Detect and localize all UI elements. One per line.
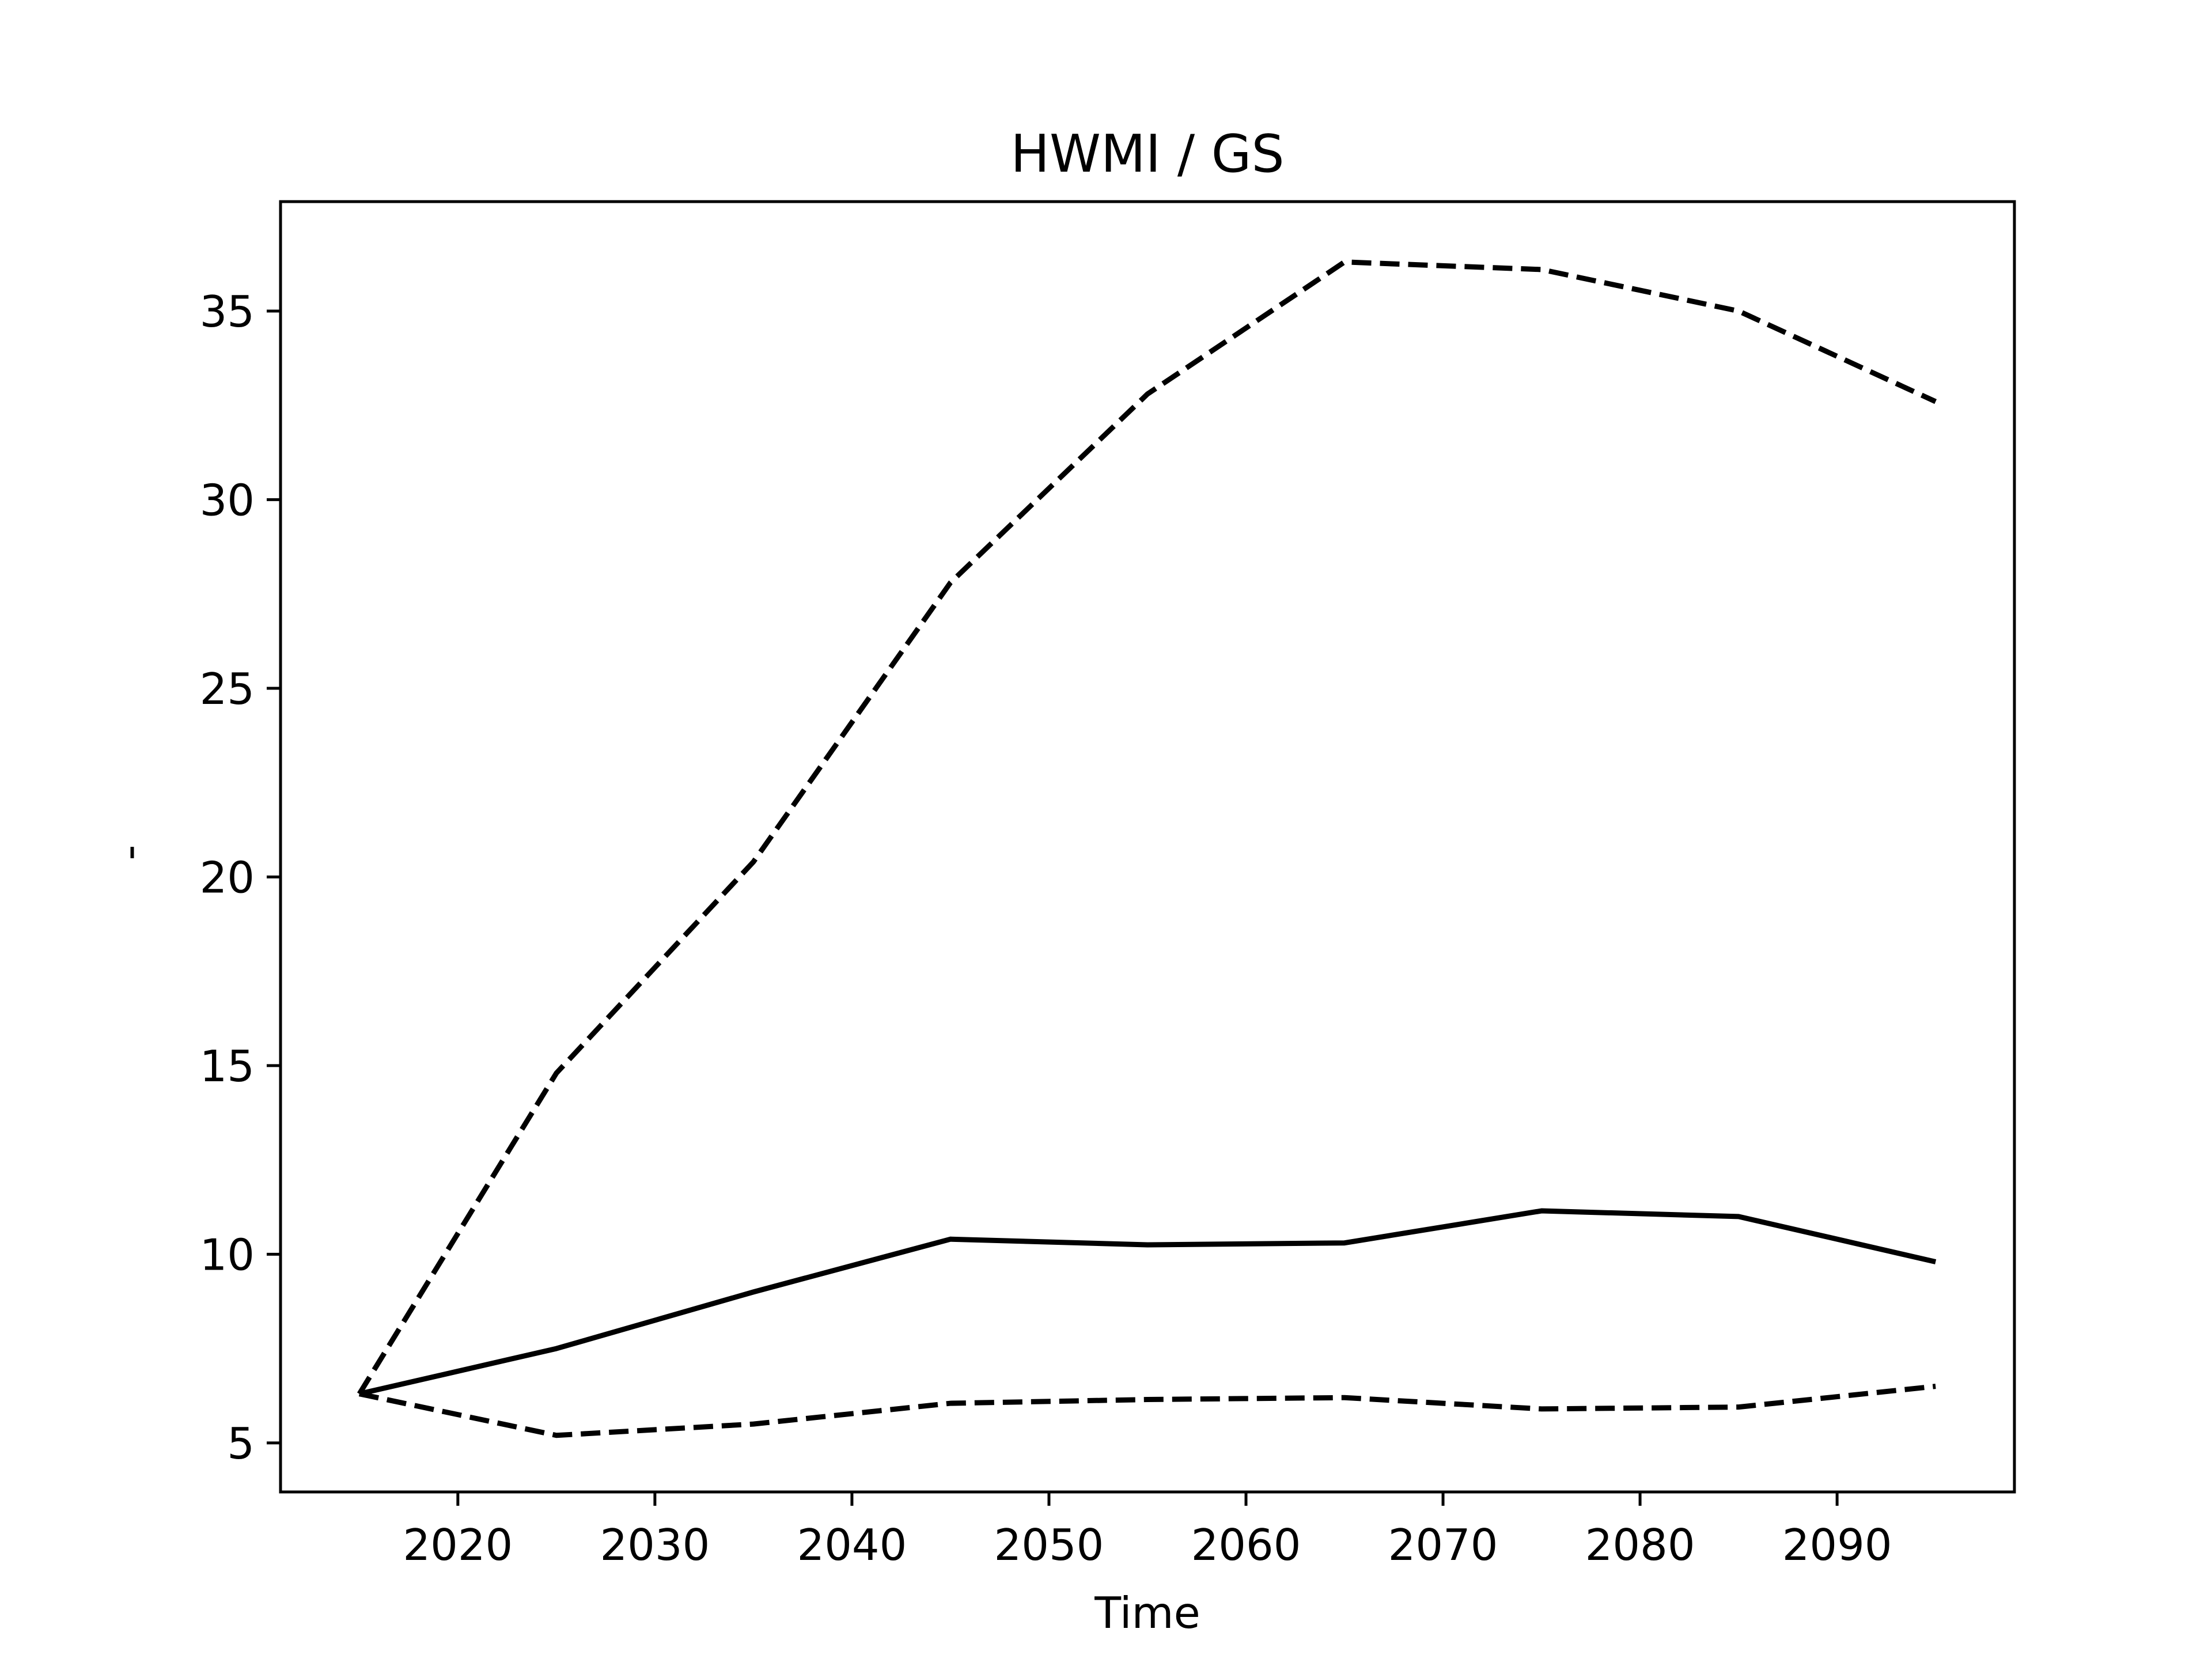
y-tick-label: 30 [200, 475, 255, 525]
x-tick-label: 2020 [403, 1520, 513, 1570]
x-tick-label: 2060 [1191, 1520, 1301, 1570]
y-tick-label: 20 [200, 852, 255, 903]
series-lines [357, 259, 1937, 1438]
x-tick-label: 2090 [1782, 1520, 1892, 1570]
series-line-dashed-2 [358, 1384, 1936, 1438]
x-tick-label: 2050 [994, 1520, 1104, 1570]
series-line-solid-0 [358, 1208, 1937, 1397]
x-tick-label: 2040 [797, 1520, 907, 1570]
y-axis-ticks: 5 10 15 20 25 30 35 [200, 286, 281, 1469]
plot-area-frame [279, 200, 2016, 1494]
x-tick-label: 2070 [1388, 1520, 1498, 1570]
y-tick-label: 35 [200, 286, 255, 337]
y-tick-label: 5 [227, 1418, 255, 1469]
x-axis-ticks: 2020 2030 2040 2050 2060 2070 2080 2090 [403, 1492, 1892, 1570]
y-tick-label: 15 [200, 1041, 255, 1092]
y-tick-label: 10 [200, 1229, 255, 1280]
chart-title: HWMI / GS [1010, 124, 1284, 184]
x-tick-label: 2030 [600, 1520, 710, 1570]
series-line-dashed-1 [357, 259, 1937, 1396]
y-axis-label: - [104, 844, 154, 860]
x-tick-label: 2080 [1585, 1520, 1695, 1570]
x-axis-label: Time [1094, 1588, 1200, 1638]
y-tick-label: 25 [200, 664, 255, 714]
